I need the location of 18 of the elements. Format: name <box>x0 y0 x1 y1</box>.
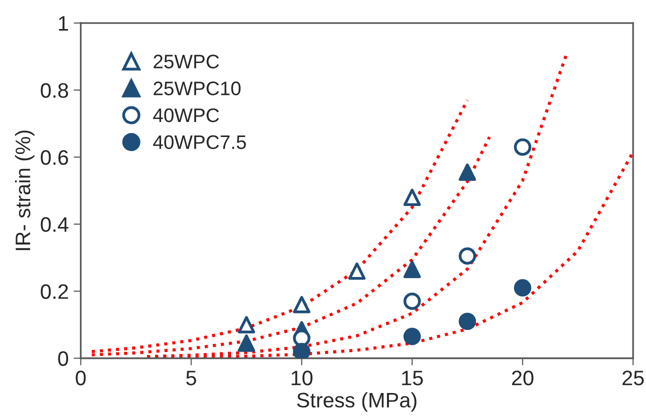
legend-label: 25WPC <box>154 54 219 68</box>
y-tick-label: 0.2 <box>40 284 68 299</box>
y-tick-label: 0.6 <box>40 150 68 165</box>
y-axis-title: IR- strain (%) <box>15 130 34 250</box>
legend-label: 25WPC10 <box>154 82 241 96</box>
legend-label: 40WPC <box>153 108 219 122</box>
y-tick-label: 0.8 <box>40 83 68 98</box>
legend-label: 40WPC7.5 <box>153 135 246 150</box>
y-tick-label: 0.4 <box>40 217 68 232</box>
y-tick-label: 0 <box>58 351 68 366</box>
x-tick-label: 15 <box>402 370 423 386</box>
x-tick-label: 10 <box>292 370 312 386</box>
y-tick-label: 1 <box>58 16 68 31</box>
x-tick-label: 20 <box>512 370 534 386</box>
x-tick-label: 25 <box>622 370 644 386</box>
x-tick-label: 5 <box>186 370 196 386</box>
x-tick-label: 0 <box>76 370 86 386</box>
x-axis-title: Stress (MPa) <box>297 392 416 412</box>
